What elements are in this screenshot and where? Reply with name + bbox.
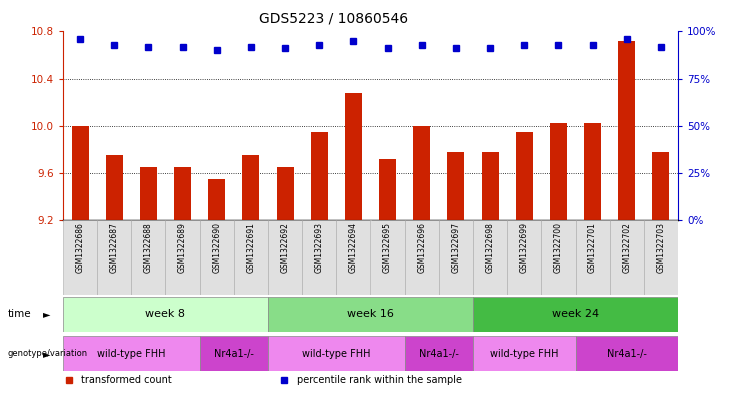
Bar bbox=[268, 220, 302, 295]
Bar bbox=[482, 152, 499, 220]
Text: GDS5223 / 10860546: GDS5223 / 10860546 bbox=[259, 12, 408, 26]
Text: wild-type FHH: wild-type FHH bbox=[302, 349, 370, 359]
Bar bbox=[379, 159, 396, 220]
Bar bbox=[72, 126, 89, 220]
Text: week 16: week 16 bbox=[347, 309, 394, 320]
Bar bbox=[199, 220, 234, 295]
Bar bbox=[63, 220, 97, 295]
Text: GSM1322702: GSM1322702 bbox=[622, 222, 631, 273]
Bar bbox=[302, 220, 336, 295]
Text: GSM1322696: GSM1322696 bbox=[417, 222, 426, 273]
Text: GSM1322687: GSM1322687 bbox=[110, 222, 119, 273]
Bar bbox=[448, 152, 465, 220]
Text: GSM1322686: GSM1322686 bbox=[76, 222, 84, 273]
Text: genotype/variation: genotype/variation bbox=[7, 349, 87, 358]
Text: GSM1322691: GSM1322691 bbox=[247, 222, 256, 273]
Bar bbox=[63, 336, 199, 371]
Bar bbox=[131, 220, 165, 295]
Bar bbox=[644, 220, 678, 295]
Bar bbox=[242, 155, 259, 220]
Text: ►: ► bbox=[43, 309, 50, 320]
Bar bbox=[473, 336, 576, 371]
Bar bbox=[405, 336, 473, 371]
Text: GSM1322699: GSM1322699 bbox=[519, 222, 529, 273]
Bar bbox=[165, 220, 199, 295]
Bar bbox=[345, 93, 362, 220]
Bar bbox=[473, 297, 678, 332]
Text: GSM1322690: GSM1322690 bbox=[212, 222, 222, 273]
Bar bbox=[550, 123, 567, 220]
Bar bbox=[310, 132, 328, 220]
Bar bbox=[542, 220, 576, 295]
Bar bbox=[618, 41, 635, 220]
Text: GSM1322698: GSM1322698 bbox=[485, 222, 494, 273]
Bar bbox=[584, 123, 601, 220]
Text: wild-type FHH: wild-type FHH bbox=[97, 349, 165, 359]
Bar bbox=[439, 220, 473, 295]
Bar bbox=[336, 220, 370, 295]
Bar bbox=[174, 167, 191, 220]
Bar bbox=[140, 167, 157, 220]
Text: wild-type FHH: wild-type FHH bbox=[490, 349, 559, 359]
Bar bbox=[507, 220, 542, 295]
Bar bbox=[97, 220, 131, 295]
Bar bbox=[199, 336, 268, 371]
Text: transformed count: transformed count bbox=[82, 375, 172, 385]
Bar bbox=[576, 220, 610, 295]
Text: week 24: week 24 bbox=[552, 309, 599, 320]
Bar bbox=[610, 220, 644, 295]
Text: GSM1322693: GSM1322693 bbox=[315, 222, 324, 273]
Text: GSM1322695: GSM1322695 bbox=[383, 222, 392, 273]
Bar bbox=[208, 179, 225, 220]
Text: GSM1322697: GSM1322697 bbox=[451, 222, 460, 273]
Text: GSM1322689: GSM1322689 bbox=[178, 222, 187, 273]
Text: Nr4a1-/-: Nr4a1-/- bbox=[214, 349, 253, 359]
Text: GSM1322703: GSM1322703 bbox=[657, 222, 665, 273]
Bar bbox=[652, 152, 669, 220]
Text: Nr4a1-/-: Nr4a1-/- bbox=[419, 349, 459, 359]
Text: time: time bbox=[7, 309, 31, 320]
Bar bbox=[63, 297, 268, 332]
Text: GSM1322688: GSM1322688 bbox=[144, 222, 153, 273]
Text: ►: ► bbox=[43, 349, 50, 359]
Bar bbox=[276, 167, 293, 220]
Text: GSM1322692: GSM1322692 bbox=[281, 222, 290, 273]
Bar bbox=[473, 220, 507, 295]
Text: week 8: week 8 bbox=[145, 309, 185, 320]
Bar bbox=[268, 336, 405, 371]
Bar bbox=[516, 132, 533, 220]
Bar bbox=[405, 220, 439, 295]
Bar bbox=[234, 220, 268, 295]
Bar bbox=[576, 336, 678, 371]
Bar bbox=[413, 126, 431, 220]
Bar bbox=[268, 297, 473, 332]
Text: GSM1322700: GSM1322700 bbox=[554, 222, 563, 273]
Text: percentile rank within the sample: percentile rank within the sample bbox=[296, 375, 462, 385]
Text: GSM1322694: GSM1322694 bbox=[349, 222, 358, 273]
Bar bbox=[370, 220, 405, 295]
Text: GSM1322701: GSM1322701 bbox=[588, 222, 597, 273]
Bar bbox=[106, 155, 123, 220]
Text: Nr4a1-/-: Nr4a1-/- bbox=[607, 349, 647, 359]
